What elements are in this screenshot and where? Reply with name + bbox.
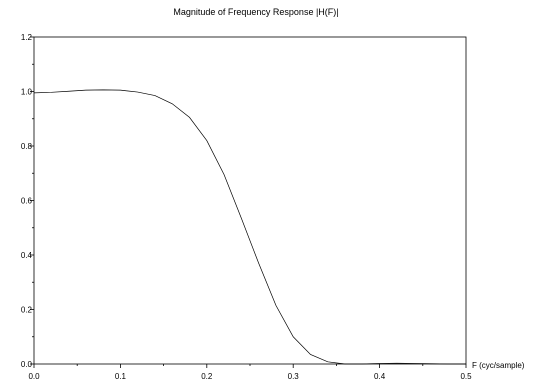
tick-labels: 0.0 0.1 0.2 0.3 0.4 0.5 0.0 0.2 0.4 0.6 0.8 1.0 1.2 <box>21 33 472 381</box>
tick-marks <box>30 36 467 368</box>
chart-title: Magnitude of Frequency Response |H(F)| <box>173 7 338 17</box>
y-tick-label: 0.0 <box>21 360 33 369</box>
x-tick-label: 0.1 <box>115 372 127 381</box>
x-axis-label: F (cyc/sample) <box>472 361 525 370</box>
x-tick-label: 0.4 <box>374 372 386 381</box>
y-tick-label: 1.0 <box>21 88 33 97</box>
magnitude-response-line <box>33 89 466 365</box>
y-tick-label: 0.8 <box>21 142 33 151</box>
axes <box>33 36 467 365</box>
y-tick-label: 1.2 <box>21 33 33 42</box>
y-tick-label: 0.6 <box>21 197 33 206</box>
x-tick-label: 0.5 <box>460 372 472 381</box>
y-tick-label: 0.2 <box>21 306 33 315</box>
x-tick-label: 0.0 <box>28 372 40 381</box>
x-tick-label: 0.2 <box>201 372 213 381</box>
x-tick-label: 0.3 <box>288 372 300 381</box>
y-tick-label: 0.4 <box>21 251 33 260</box>
plot-frame <box>33 36 467 365</box>
